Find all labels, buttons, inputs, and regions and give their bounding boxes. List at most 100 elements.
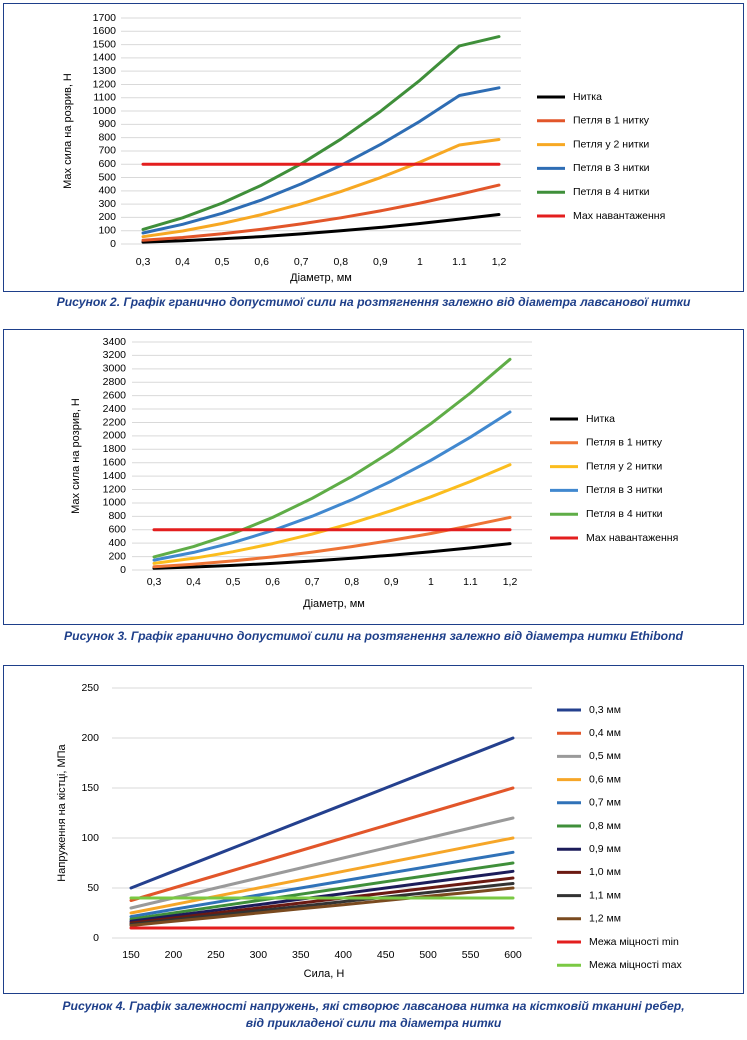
y-tick-label: 1500 — [93, 38, 117, 50]
y-tick-label: 3400 — [103, 336, 127, 348]
y-tick-label: 1800 — [103, 443, 127, 455]
x-tick-label: 150 — [122, 949, 140, 961]
legend-label: 0,7 мм — [589, 797, 621, 809]
series-line-3 — [129, 816, 515, 910]
y-tick-label: 150 — [81, 782, 99, 794]
x-tick-label: 1 — [417, 256, 423, 268]
y-tick-label: 2600 — [103, 389, 127, 401]
legend-label: Мах навантаження — [573, 210, 665, 222]
x-tick-label: 0,4 — [186, 576, 201, 588]
y-tick-label: 600 — [108, 524, 126, 536]
x-tick-label: 600 — [504, 949, 522, 961]
series-line-10 — [129, 886, 515, 927]
x-tick-label: 1.1 — [463, 576, 478, 588]
x-tick-label: 0,9 — [384, 576, 399, 588]
legend-label: 0,6 мм — [589, 773, 621, 785]
series-line-7 — [129, 869, 515, 923]
x-tick-label: 0,9 — [373, 256, 388, 268]
y-tick-label: 200 — [108, 550, 126, 562]
y-tick-label: 2400 — [103, 403, 127, 415]
legend-label: Петля в 3 нитки — [573, 162, 650, 174]
y-tick-label: 0 — [93, 932, 99, 944]
legend-label: 0,4 мм — [589, 727, 621, 739]
y-tick-label: 900 — [98, 118, 116, 130]
x-tick-label: 0,8 — [344, 576, 359, 588]
series-line-2 — [129, 786, 515, 902]
x-tick-label: 450 — [377, 949, 395, 961]
x-tick-label: 1 — [428, 576, 434, 588]
y-tick-label: 200 — [98, 211, 116, 223]
series-line-1 — [141, 213, 501, 244]
series-line-2 — [141, 183, 501, 242]
y-tick-label: 800 — [108, 510, 126, 522]
x-tick-label: 0,5 — [215, 256, 230, 268]
legend-label: 0,5 мм — [589, 750, 621, 762]
series-line-3 — [141, 138, 501, 239]
x-tick-label: 0,8 — [333, 256, 348, 268]
chart-panel-3: 0 50 100 150 200 250 150 200 250 300 350 400 450 500 5… — [3, 665, 744, 994]
legend-label: Петля у 2 нитки — [573, 138, 649, 150]
legend-label: Нитка — [573, 91, 602, 103]
legend-label: 1,1 мм — [589, 889, 621, 901]
series-line-8 — [129, 876, 515, 925]
x-tick-label: 550 — [462, 949, 480, 961]
caption-figure-4-line-2: від прикладеної сили та діаметра нитки — [245, 1016, 502, 1030]
legend-label: Петля у 2 нитки — [586, 460, 662, 472]
legend-label: Петля в 1 нитку — [586, 437, 663, 449]
x-tick-label: 1.1 — [452, 256, 467, 268]
legend-label: 0,9 мм — [589, 843, 621, 855]
y-tick-label: 2800 — [103, 376, 127, 388]
series-line-4 — [141, 86, 501, 235]
series-line-4 — [152, 410, 512, 562]
legend-label: Петля в 3 нитки — [586, 484, 663, 496]
y-tick-label: 1400 — [93, 52, 117, 64]
caption-figure-2: Рисунок 2. Графік гранично допустимої си… — [56, 295, 691, 309]
series-line-5 — [141, 35, 501, 231]
x-tick-label: 1,2 — [492, 256, 507, 268]
legend-label: Нитка — [586, 413, 615, 425]
x-tick-label: 200 — [165, 949, 183, 961]
y-tick-label: 200 — [81, 732, 99, 744]
y-tick-label: 1700 — [93, 12, 117, 24]
x-axis-title: Діаметр, мм — [290, 272, 352, 284]
x-tick-label: 0,3 — [147, 576, 162, 588]
y-tick-label: 600 — [98, 158, 116, 170]
y-tick-label: 0 — [120, 564, 126, 576]
y-tick-label: 3000 — [103, 363, 127, 375]
y-tick-label: 1000 — [93, 105, 117, 117]
y-tick-label: 250 — [81, 682, 99, 694]
series-line-6 — [129, 861, 515, 921]
y-axis-title: Напруження на кістці, МПа — [56, 743, 68, 881]
y-tick-label: 1400 — [103, 470, 127, 482]
y-tick-label: 800 — [98, 131, 116, 143]
legend-label: Петля в 1 нитку — [573, 115, 650, 127]
series-line-5 — [129, 850, 515, 919]
caption-figure-3: Рисунок 3. Графік гранично допустимої си… — [64, 629, 683, 643]
caption-figure-4-line-1: Рисунок 4. Графік залежності напружень, … — [62, 999, 685, 1013]
legend-label: Петля в 4 нитки — [573, 186, 650, 198]
x-tick-label: 1,2 — [503, 576, 518, 588]
legend-label: Петля в 4 нитки — [586, 508, 663, 520]
x-axis-title: Діаметр, мм — [303, 598, 365, 610]
y-tick-label: 100 — [81, 832, 99, 844]
x-tick-label: 0,5 — [226, 576, 241, 588]
x-axis-title: Сила, Н — [304, 968, 345, 980]
x-tick-label: 0,7 — [294, 256, 309, 268]
x-tick-label: 0,4 — [175, 256, 190, 268]
legend-label: 1,0 мм — [589, 866, 621, 878]
y-tick-label: 700 — [98, 145, 116, 157]
y-axis-title: Мах сила на розрив, Н — [62, 73, 74, 189]
y-tick-label: 1600 — [93, 25, 117, 37]
legend-label: Межа міцності max — [589, 959, 682, 971]
chart-panel-2: 0 200 400 600 800 1000 1200 1400 1600 1800 2000 220… — [3, 329, 744, 625]
series-line-1 — [129, 736, 515, 890]
legend-label: Мах навантаження — [586, 532, 678, 544]
x-tick-label: 400 — [334, 949, 352, 961]
y-tick-label: 2000 — [103, 430, 127, 442]
series-line-9 — [129, 882, 515, 926]
y-tick-label: 50 — [87, 882, 99, 894]
series-line-1 — [152, 542, 512, 570]
y-tick-label: 300 — [98, 198, 116, 210]
x-tick-label: 0,6 — [265, 576, 280, 588]
